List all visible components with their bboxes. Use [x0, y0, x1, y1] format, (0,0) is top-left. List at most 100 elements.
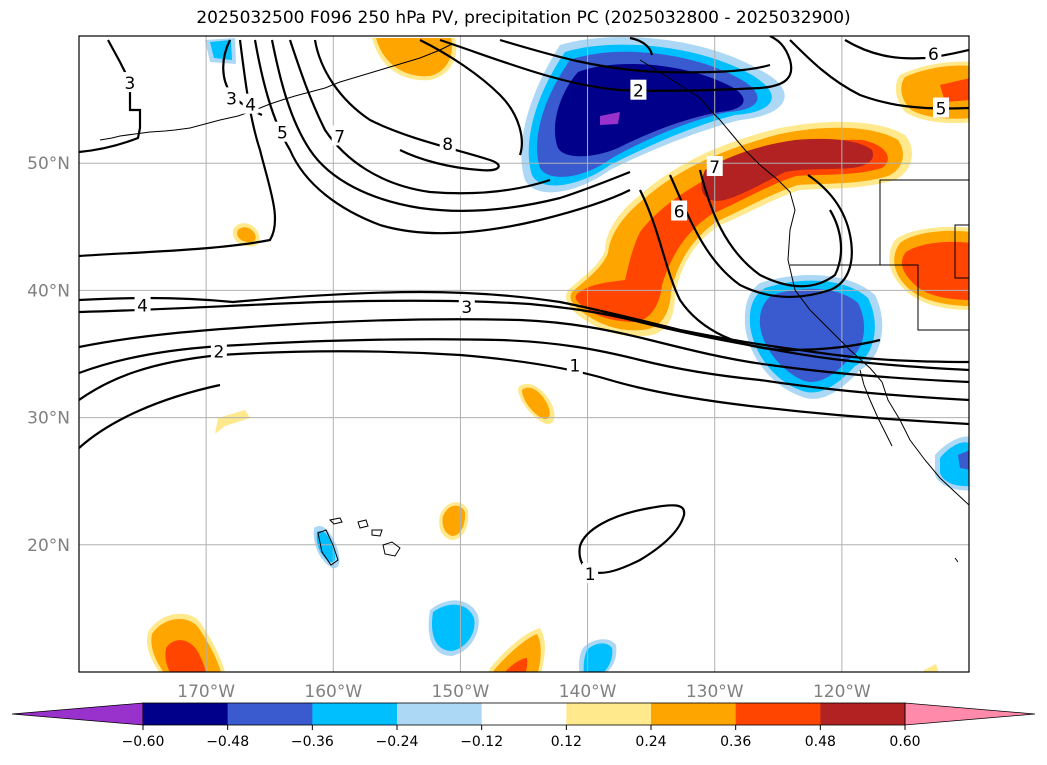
y-tick-label: 20°N: [27, 536, 70, 556]
pv-label-background: [210, 340, 227, 361]
pv-label-background: [925, 42, 942, 63]
pv-label-background: [223, 87, 240, 108]
pv-label-background: [331, 125, 348, 146]
y-tick-label: 30°N: [27, 409, 70, 429]
colorbar-segment: [566, 703, 652, 725]
colorbar-tick-label: 0.12: [551, 734, 582, 750]
pv-contour-east-2: [499, 38, 771, 74]
axis-tick-labels: 170°W 160°W 150°W 140°W 130°W 120°W 50°N 40°N 30…: [27, 154, 871, 702]
pv-contour-label: 6: [928, 45, 939, 65]
precip-pos-024-small1: [237, 227, 256, 243]
colorbar-segment: [312, 703, 398, 725]
colorbar-segment: [481, 703, 567, 725]
pv-label-background: [630, 79, 647, 100]
colorbar-segment: [143, 703, 229, 725]
x-tick-label: 130°W: [686, 682, 744, 702]
pv-label-background: [274, 121, 291, 142]
pv-contour-label: 8: [442, 135, 453, 155]
colorbar-segment: [735, 703, 821, 725]
precip-neg-024-south2: [583, 643, 613, 672]
y-tick-label: 40°N: [27, 281, 70, 301]
colorbar-tick-label: −0.12: [460, 734, 503, 750]
precip-pos-024-s: [493, 634, 541, 672]
x-tick-label: 120°W: [813, 682, 871, 702]
colorbar-tick-label: 0.24: [635, 734, 666, 750]
x-tick-label: 140°W: [559, 682, 617, 702]
pv-contour-label: 5: [936, 100, 947, 120]
colorbar-frame: [142, 702, 906, 726]
pv-contour-label: 3: [226, 89, 237, 109]
colorbar-extend-max: [904, 702, 1036, 726]
x-tick-label: 150°W: [432, 682, 490, 702]
pv-contour-label: 5: [277, 124, 288, 144]
pv-contour-3-w: [79, 39, 142, 154]
coastlines: [99, 43, 969, 566]
colorbar-tick-label: −0.60: [122, 734, 165, 750]
pv-contour-label: 6: [674, 203, 685, 223]
colorbar: −0.60 −0.48 −0.36 −0.24 −0.12 0.12 0.24 0.36 0.4…: [11, 702, 1036, 750]
precip-neg-060-gulf: [600, 112, 620, 125]
x-tick-label: 170°W: [177, 682, 235, 702]
precip-pos-036-east: [901, 241, 969, 300]
pv-contour-2: [79, 318, 969, 384]
pv-contour-ne-6: [844, 39, 969, 60]
pv-contour-lobe-3: [698, 169, 843, 288]
precip-neg-036-mexico: [958, 450, 969, 470]
pv-contour-label: 1: [585, 565, 596, 585]
pv-label-background: [242, 93, 259, 114]
colorbar-segment: [397, 703, 483, 725]
y-tick-label: 50°N: [27, 154, 70, 174]
pv-contour-label: 7: [334, 127, 345, 147]
pv-label-background: [671, 200, 688, 221]
pv-label-background: [439, 133, 456, 154]
pv-label-background: [134, 294, 151, 315]
pv-label-background: [458, 295, 475, 316]
precip-pos-024-ne: [901, 65, 969, 119]
pv-contour-label: 2: [213, 342, 224, 362]
pv-contour-1b: [79, 350, 969, 426]
colorbar-tick-label: −0.24: [376, 734, 419, 750]
precip-pos-024-small4: [442, 505, 466, 536]
pv-contour-s-2: [79, 383, 221, 449]
pv-contour-ne-5: [789, 39, 969, 110]
colorbar-extend-min: [11, 702, 144, 726]
precip-pos-036-ne: [940, 78, 969, 102]
colorbar-tick-label: 0.36: [720, 734, 751, 750]
pv-contour-label: 3: [124, 74, 135, 94]
precip-pos-024-aleut-e: [376, 38, 453, 77]
pv-label-background: [582, 563, 599, 584]
pv-label-background: [706, 156, 723, 177]
pv-contour-6-main: [270, 39, 631, 212]
pv-contour-tiny: [629, 36, 654, 56]
pv-contour-7-main: [288, 39, 551, 195]
pv-contour-3: [79, 299, 969, 372]
precip-neg-024-mexico: [940, 442, 969, 487]
colorbar-segment: [820, 703, 906, 725]
pv-label-background: [933, 97, 950, 118]
pv-contour-inner: [419, 39, 523, 156]
pv-contour-label: 7: [709, 158, 720, 178]
precip-neg-024-hawaii: [316, 530, 336, 563]
colorbar-segment: [651, 703, 737, 725]
pv-contour-east-1: [439, 36, 793, 92]
chart-title: 2025032500 F096 250 hPa PV, precipitatio…: [196, 8, 851, 28]
x-tick-label: 160°W: [304, 682, 362, 702]
pv-contour-1-south: [578, 504, 686, 574]
precip-neg-024-south1: [431, 604, 475, 651]
pv-contour-label: 4: [245, 96, 256, 116]
pv-contour-lobe-2: [668, 174, 853, 298]
pv-contour-label: 3: [461, 298, 472, 318]
colorbar-tick-label: 0.48: [805, 734, 836, 750]
colorbar-tick-label: 0.60: [889, 734, 920, 750]
pv-contour-8: [313, 39, 500, 172]
precip-pos-036-s: [505, 658, 528, 672]
precip-pos-036-sw: [165, 640, 207, 672]
precip-pos-048-arc: [701, 138, 874, 201]
pv-contour-4: [79, 290, 969, 364]
pv-contour-label: 1: [569, 356, 580, 376]
colorbar-tick-label: −0.36: [291, 734, 334, 750]
pv-label-background: [566, 354, 583, 375]
precip-pos-036-arc: [575, 139, 888, 322]
